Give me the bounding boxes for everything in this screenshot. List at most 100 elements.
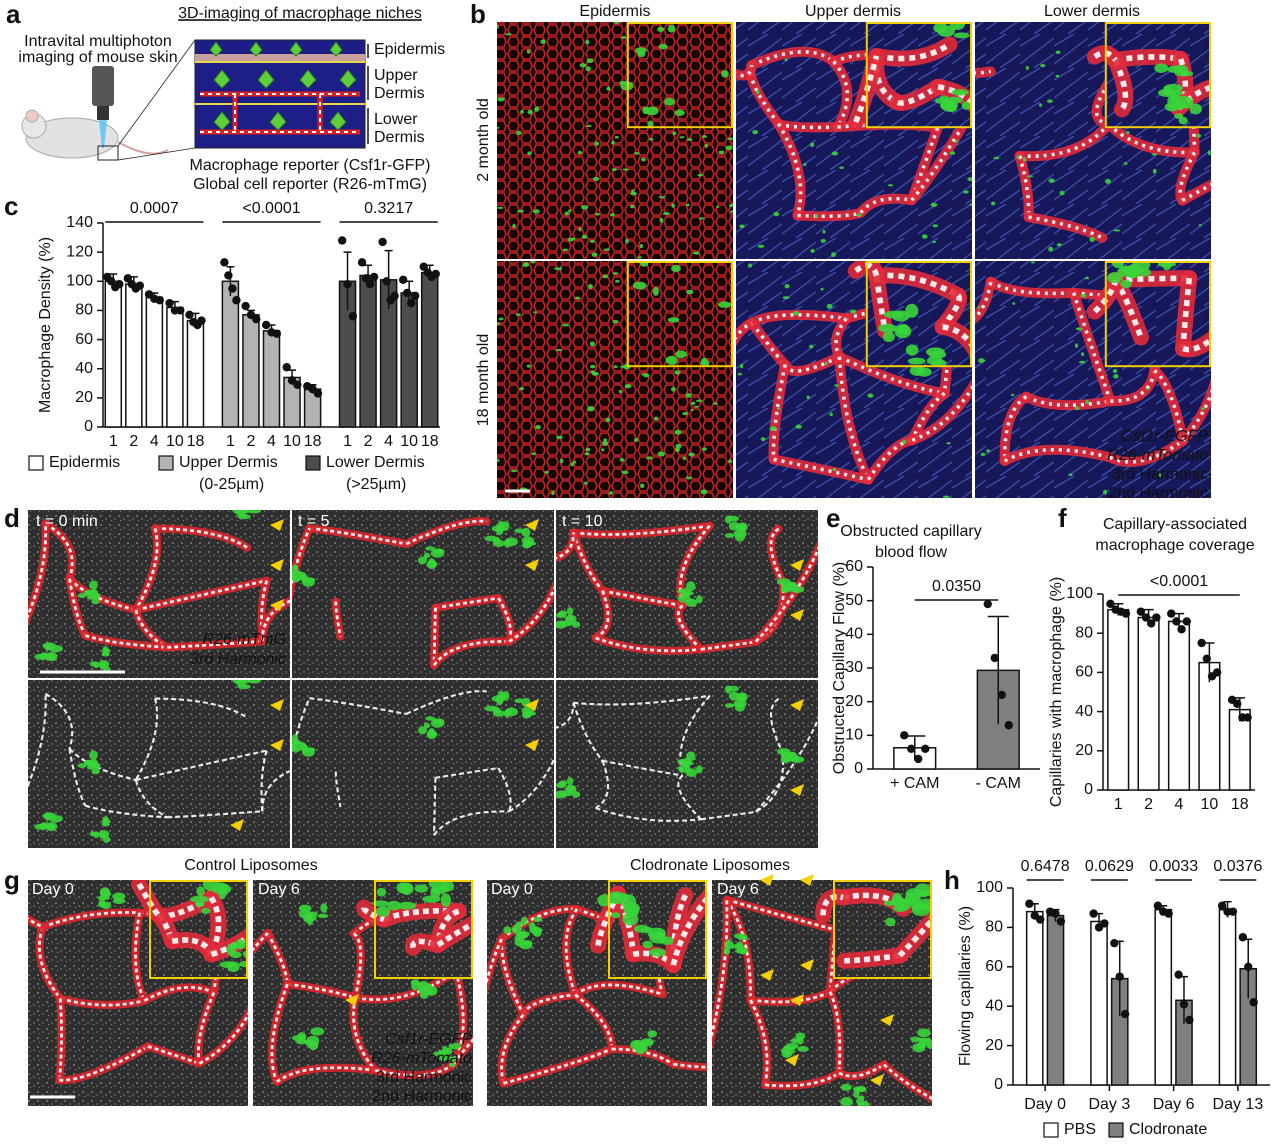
y-tick-label: 20	[1075, 742, 1093, 759]
arrowhead	[790, 559, 804, 571]
macrophage	[551, 490, 555, 496]
caption: imaging of mouse skin	[18, 49, 177, 66]
vessel-lumen	[68, 747, 137, 781]
macrophage	[511, 924, 523, 935]
macrophage	[883, 900, 896, 907]
p-value: 0.3217	[364, 200, 413, 217]
macrophage	[577, 150, 583, 155]
micrograph	[28, 510, 290, 678]
vessel-lumen	[748, 64, 780, 125]
vessel-lumen	[405, 519, 487, 546]
macrophage	[520, 109, 524, 114]
macrophage	[317, 913, 329, 918]
chart-title: Capillary-associated	[1103, 516, 1247, 533]
macrophage	[497, 97, 505, 102]
macrophage	[497, 206, 504, 209]
vessel-lumen	[292, 697, 311, 757]
macrophage	[634, 152, 640, 155]
macrophage	[423, 722, 430, 729]
macrophage	[292, 740, 302, 746]
vessel-lumen	[198, 1011, 248, 1065]
vessel-lumen	[134, 779, 168, 819]
macrophage	[589, 364, 596, 369]
macrophage	[91, 589, 98, 599]
macrophage	[902, 439, 907, 445]
y-tick-label: 100	[1066, 585, 1093, 602]
macrophage	[839, 166, 845, 169]
arrowhead	[800, 959, 814, 971]
bar	[104, 280, 123, 428]
macrophage	[581, 234, 588, 239]
x-tick-label: Day 0	[1024, 1096, 1066, 1113]
y-tick-label: 60	[1075, 664, 1093, 681]
macrophage	[784, 58, 788, 61]
x-tick-label: Day 6	[1153, 1096, 1195, 1113]
skin-diagram	[194, 39, 369, 149]
inset-frame	[374, 880, 473, 979]
data-point	[165, 298, 174, 308]
bar	[145, 296, 164, 428]
vessel-lumen	[503, 1047, 613, 1085]
macrophage	[558, 610, 568, 616]
macrophage	[1189, 103, 1202, 115]
vessel-lumen	[595, 892, 621, 947]
vessel-lumen	[677, 604, 702, 651]
data-point	[293, 380, 302, 389]
x-tick-label: 10	[166, 433, 184, 450]
vessel-lumen	[573, 524, 711, 536]
vessel-lumen	[828, 991, 842, 1074]
macrophage	[425, 716, 436, 721]
data-point	[1089, 909, 1098, 918]
macrophage	[619, 458, 625, 462]
vessel-lumen	[134, 912, 146, 1002]
data-point	[1164, 909, 1173, 918]
arrowhead	[790, 994, 804, 1006]
inset-texture	[626, 261, 733, 368]
macrophage	[690, 408, 694, 412]
legend-label: Csf1r-EGFP	[385, 1031, 472, 1048]
macrophage	[570, 462, 575, 467]
layer-label: Dermis	[374, 85, 425, 102]
vessel-lumen	[595, 806, 701, 822]
macrophage	[89, 580, 98, 590]
p-value: <0.0001	[242, 200, 300, 217]
macrophage	[1046, 99, 1053, 103]
macrophage	[977, 306, 981, 309]
inset-frame	[865, 261, 972, 368]
macrophage	[932, 240, 937, 244]
macrophage	[592, 176, 600, 181]
vessel-lumen	[594, 590, 610, 640]
vessel-lumen	[1019, 122, 1110, 158]
legend-swatch	[1108, 1122, 1124, 1138]
macrophage	[721, 70, 729, 78]
macrophage	[532, 311, 537, 314]
macrophage	[397, 901, 417, 910]
vessel-lumen	[700, 810, 757, 821]
macrophage	[723, 946, 731, 956]
macrophage	[1080, 293, 1087, 298]
macrophage	[98, 830, 110, 839]
x-tick-label: 10	[283, 433, 301, 450]
x-tick-label: 18	[304, 433, 322, 450]
legend-label: Lower Dermis	[326, 454, 425, 471]
vessel-lumen	[832, 53, 929, 70]
macrophage	[516, 130, 522, 136]
vessel-lumen	[750, 321, 787, 367]
data-point	[1035, 915, 1045, 924]
macrophage	[820, 287, 824, 291]
macrophage	[658, 43, 668, 50]
x-tick-label: 4	[1175, 796, 1184, 813]
macrophage	[795, 1032, 806, 1040]
macrophage	[89, 750, 98, 760]
macrophage	[686, 138, 693, 142]
macrophage	[658, 196, 666, 199]
time-label: t = 0 min	[36, 513, 98, 530]
caption: Intravital multiphoton	[24, 33, 172, 50]
macrophage	[674, 429, 682, 435]
macrophage	[91, 768, 100, 775]
macrophage	[967, 177, 972, 182]
macrophage	[520, 940, 533, 947]
y-tick-label: 60	[845, 558, 863, 575]
macrophage	[1078, 360, 1086, 364]
macrophage	[202, 880, 221, 892]
